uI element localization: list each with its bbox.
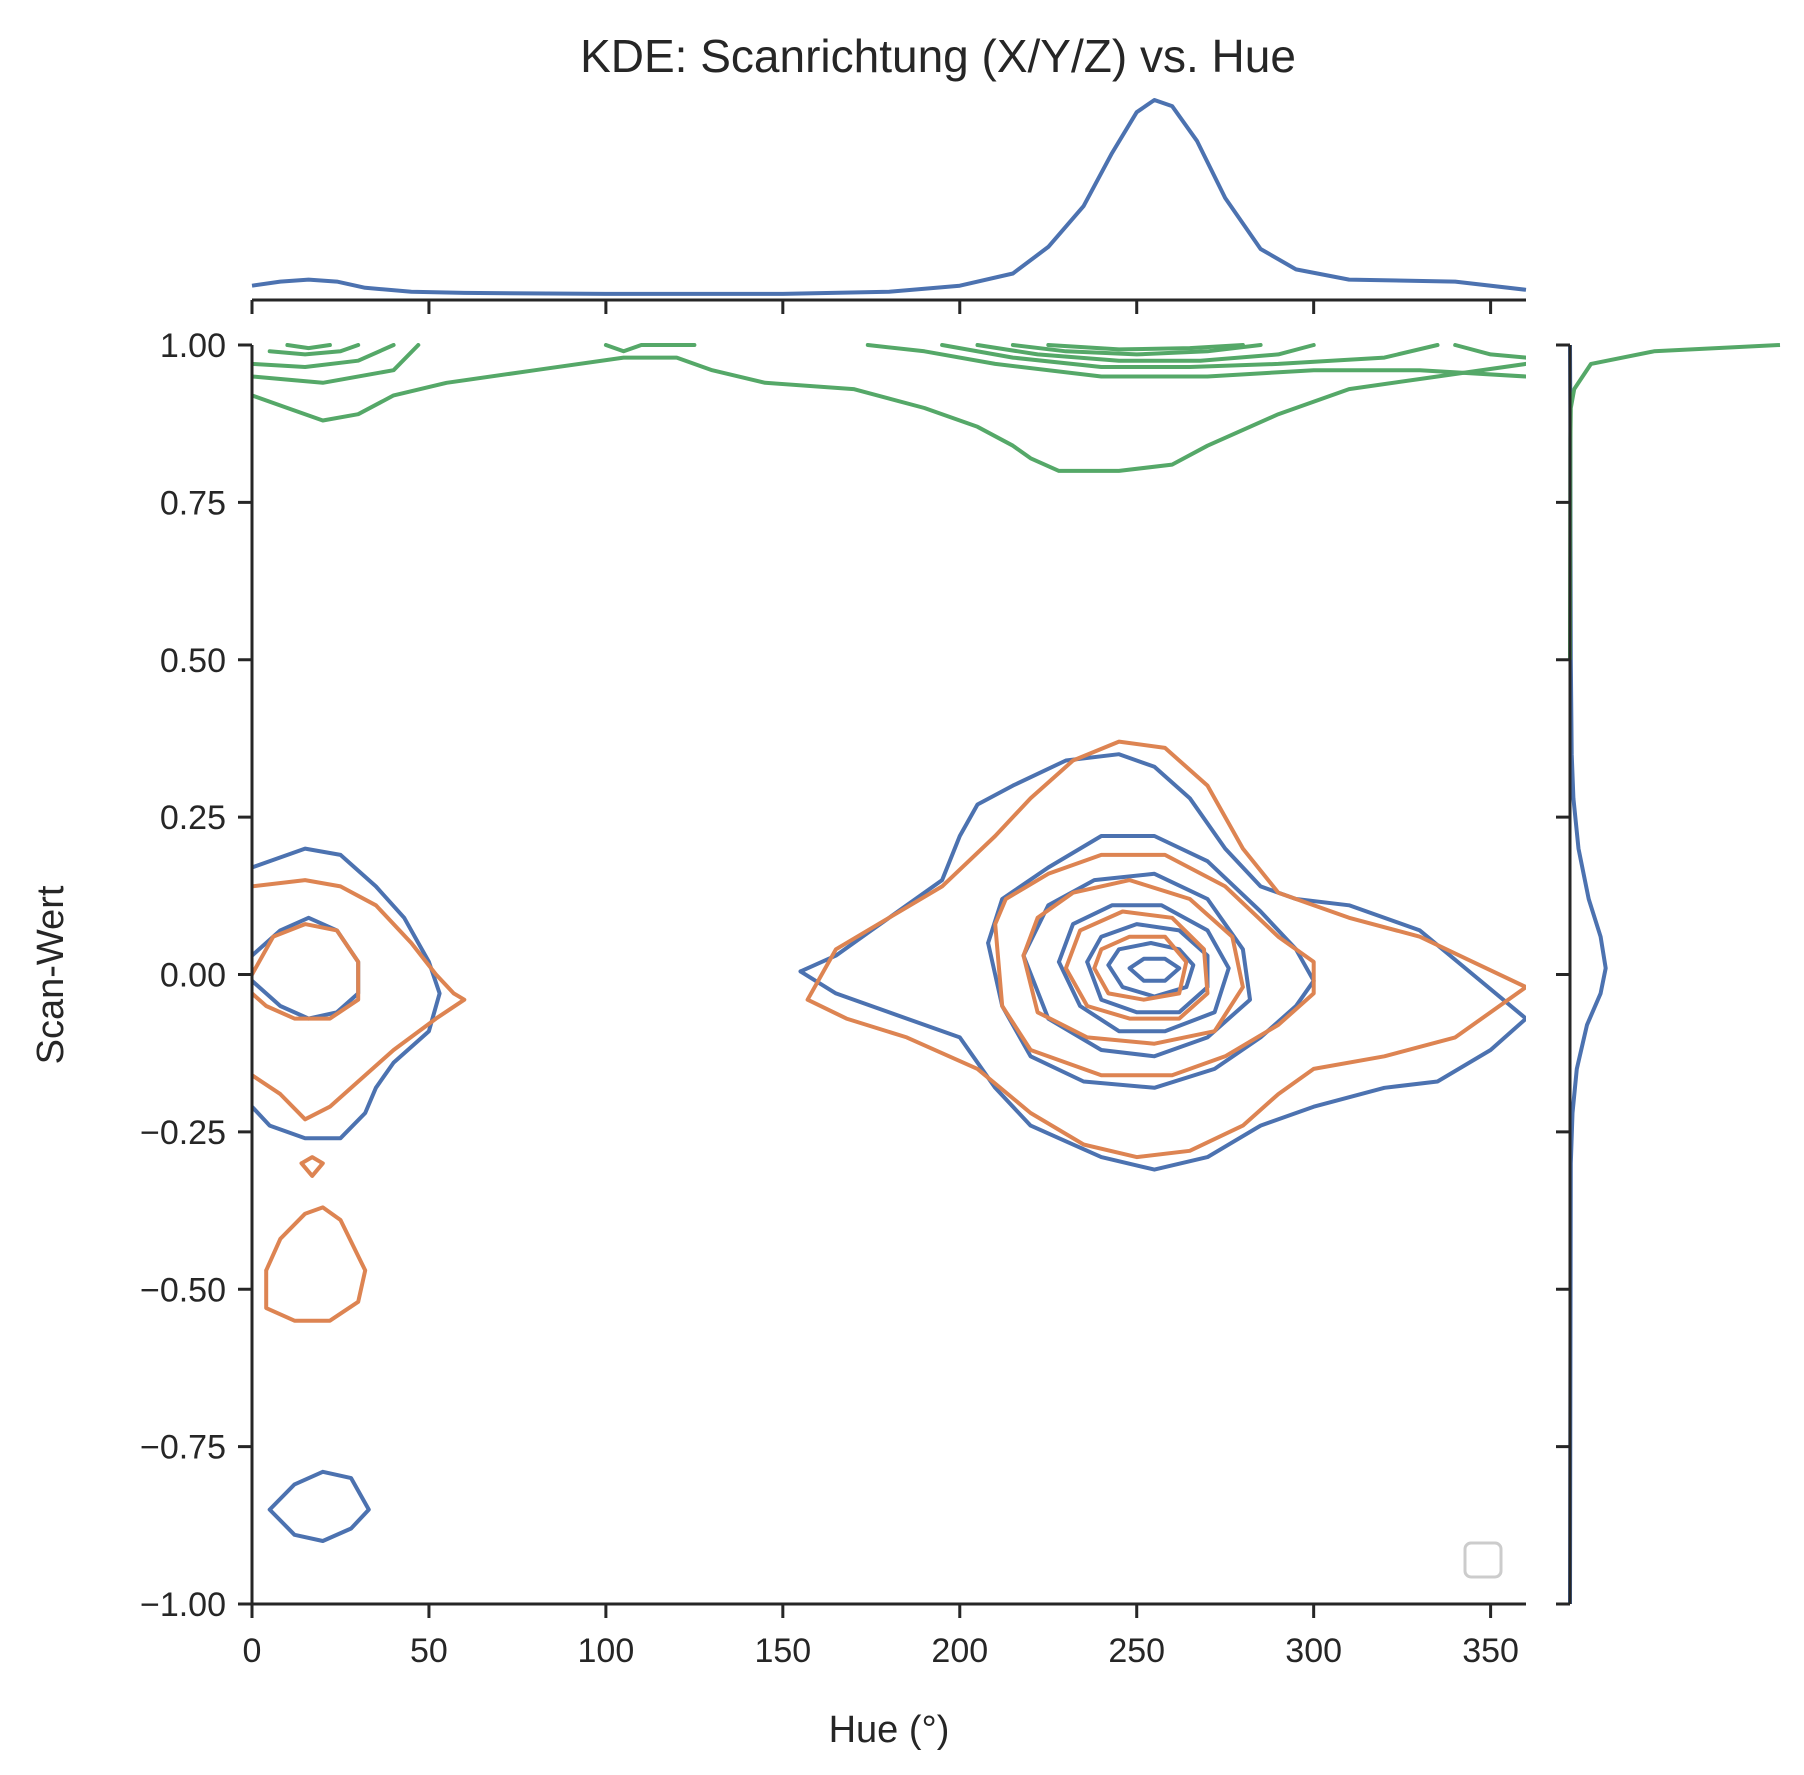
contour-series0-level5 [1106,941,1196,999]
legend-box [1463,1541,1503,1579]
contour-series0-level9 [267,1469,371,1543]
y-axis-label: Scan-Wert [30,885,72,1064]
contour-series2-level6 [865,343,1526,379]
contour-layer [252,343,1526,1543]
y-tick-label: −1.00 [140,1586,226,1624]
x-tick-label: 150 [754,1632,811,1670]
y-tick-label: −0.25 [140,1114,226,1152]
marginal-x-density-series0 [251,98,1527,296]
contour-series2-level5 [603,343,697,354]
contour-series1-level4 [1092,934,1189,1002]
y-tick-label: 0.00 [160,957,226,995]
contour-series2-level1 [252,343,421,385]
y-tick-label: 0.25 [160,799,226,837]
contour-series0-level7 [252,846,442,1141]
y-tick-label: −0.50 [140,1271,226,1309]
x-axis-label: Hue (°) [829,1709,950,1751]
marginal-y-density-series0 [1568,344,1608,1605]
x-tick-label: 0 [243,1632,262,1670]
y-tick-label: −0.75 [140,1429,226,1467]
contour-series1-level2 [1021,878,1245,1046]
contour-series1-level0 [805,739,1526,1160]
contour-series2-level2 [252,343,396,369]
marginal-x-layer [251,98,1527,296]
contour-series0-level6 [1127,956,1182,983]
y-tick-label: 1.00 [160,327,226,365]
x-tick-label: 350 [1462,1632,1519,1670]
contour-series1-level3 [1063,909,1210,1021]
x-tick-label: 50 [410,1632,448,1670]
contour-series1-level6 [252,922,361,1021]
contour-series1-level8 [264,1205,368,1323]
contour-series2-level4 [285,343,332,351]
x-tick-label: 100 [578,1632,635,1670]
contour-series2-level0 [252,355,1526,473]
contour-series0-level3 [1056,903,1231,1034]
marginal-y-layer [1568,343,1781,1605]
contour-series0-level0 [798,752,1526,1172]
contour-series2-level9 [1010,343,1263,357]
chart-title: KDE: Scanrichtung (X/Y/Z) vs. Hue [580,30,1296,82]
contour-series1-level1 [993,852,1316,1078]
contour-series0-level8 [252,915,361,1021]
y-tick-label: 0.50 [160,642,226,680]
contour-series0-level2 [1021,871,1252,1059]
contour-series1-level7 [299,1155,325,1178]
contour-series1-level5 [252,878,467,1122]
marginal-y-density-series2 [1568,343,1781,660]
contour-series2-level8 [975,343,1316,363]
y-tick-label: 0.75 [160,484,226,522]
contour-series2-level10 [1046,343,1245,352]
contour-series2-level11 [1453,343,1526,360]
contour-series2-level7 [940,343,1440,369]
x-tick-label: 300 [1285,1632,1342,1670]
x-tick-label: 250 [1108,1632,1165,1670]
x-tick-label: 200 [931,1632,988,1670]
tick-layer: 0 50 100 150 200 250 300 350 1.00 0.75 0.50 0.25 0.0… [140,300,1570,1670]
contour-series2-level3 [267,343,361,357]
